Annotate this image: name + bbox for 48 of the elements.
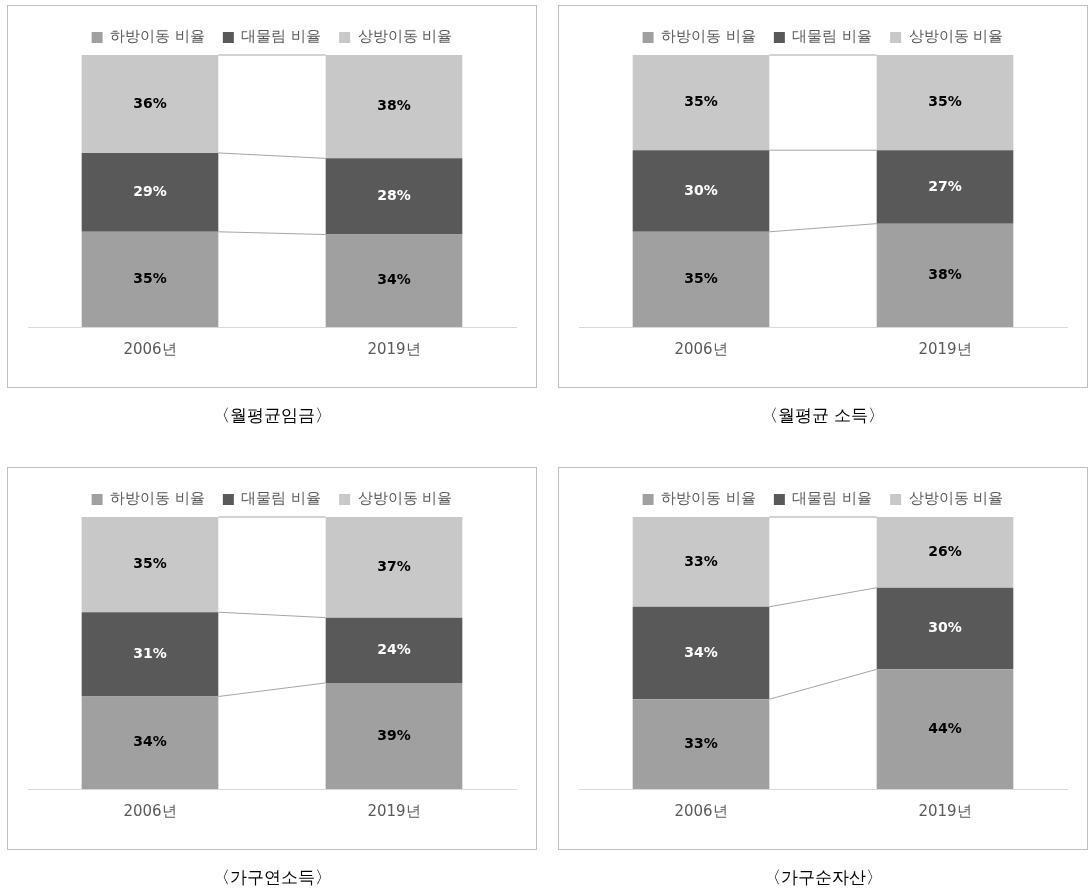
text: 〈가구순자산〉 xyxy=(762,866,884,889)
x-tick-label: 2006년 xyxy=(674,339,728,358)
data-label: 39% xyxy=(377,726,411,743)
legend-label: 하방이동 비율 xyxy=(110,489,205,508)
data-label: 26% xyxy=(928,543,962,559)
data-label: 30% xyxy=(928,619,962,636)
data-label: 36% xyxy=(133,94,167,111)
data-label: 38% xyxy=(377,97,411,114)
data-label: 33% xyxy=(684,552,718,569)
legend-label: 하방이동 비율 xyxy=(661,489,756,508)
legend-label: 대물림 비율 xyxy=(792,489,873,508)
legend-label: 하방이동 비율 xyxy=(110,27,205,46)
text: 〈가구연소득〉 xyxy=(211,866,333,889)
data-label: 44% xyxy=(928,719,962,736)
legend-label: 상방이동 비율 xyxy=(357,489,453,508)
data-label: 30% xyxy=(684,181,718,198)
data-label: 29% xyxy=(133,183,167,199)
legend-label: 대물림 비율 xyxy=(241,27,322,46)
x-tick-label: 2006년 xyxy=(123,801,177,820)
text: 〈월평균 소득〉 xyxy=(759,404,887,427)
data-label: 28% xyxy=(377,187,411,204)
data-label: 34% xyxy=(133,733,167,750)
data-label: 34% xyxy=(377,271,411,288)
data-label: 24% xyxy=(377,640,411,657)
data-label: 35% xyxy=(133,555,167,572)
legend-label: 하방이동 비율 xyxy=(661,27,756,46)
data-label: 37% xyxy=(377,557,411,574)
data-label: 34% xyxy=(684,643,718,660)
data-label: 35% xyxy=(684,270,718,287)
legend-label: 대물림 비율 xyxy=(792,27,873,46)
x-tick-label: 2006년 xyxy=(123,339,177,358)
data-label: 38% xyxy=(928,265,962,282)
data-label: 33% xyxy=(684,734,718,751)
x-tick-label: 2019년 xyxy=(918,801,972,820)
data-label: 27% xyxy=(928,177,962,194)
legend-label: 상방이동 비율 xyxy=(908,489,1004,508)
x-tick-label: 2019년 xyxy=(367,801,421,820)
x-tick-label: 2019년 xyxy=(918,339,972,358)
data-label: 35% xyxy=(684,93,718,110)
data-label: 35% xyxy=(133,270,167,287)
legend-label: 대물림 비율 xyxy=(241,489,322,508)
data-label: 31% xyxy=(133,645,167,661)
data-label: 35% xyxy=(928,93,962,110)
legend-label: 상방이동 비율 xyxy=(908,27,1004,46)
x-tick-label: 2006년 xyxy=(674,801,728,820)
text: 〈월평균임금〉 xyxy=(211,404,333,427)
x-tick-label: 2019년 xyxy=(367,339,421,358)
legend-label: 상방이동 비율 xyxy=(357,27,453,46)
